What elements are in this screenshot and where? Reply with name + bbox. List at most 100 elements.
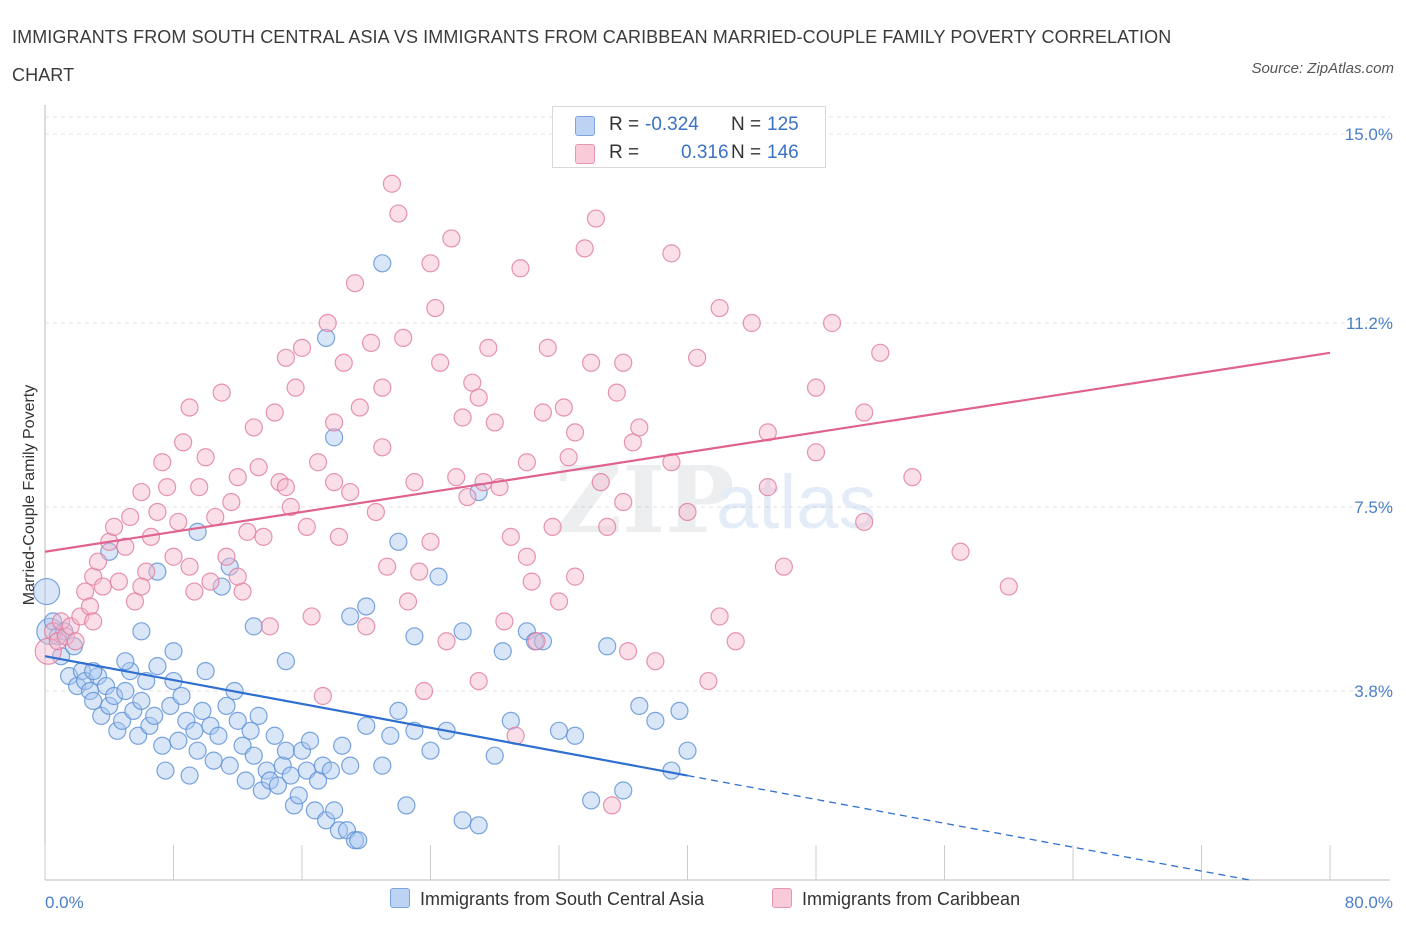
data-point-pink-118 — [710, 298, 729, 318]
chart-title: IMMIGRANTS FROM SOUTH CENTRAL ASIA VS IM… — [12, 27, 1172, 85]
grid-lines — [45, 116, 1390, 692]
data-point-pink-64 — [373, 378, 392, 397]
data-point-pink-115 — [678, 502, 697, 522]
data-point-blue-33 — [169, 731, 188, 750]
data-point-pink-12 — [93, 577, 112, 596]
data-point-blue-104 — [316, 328, 336, 348]
data-point-blue-93 — [549, 721, 569, 740]
data-point-pink-15 — [109, 572, 128, 591]
data-point-pink-104 — [586, 209, 606, 228]
data-point-pink-70 — [405, 473, 424, 492]
data-point-blue-40 — [196, 662, 215, 681]
data-point-blue-43 — [209, 726, 228, 745]
data-point-pink-141 — [758, 478, 777, 497]
data-point-blue-53 — [249, 706, 268, 725]
data-point-pink-124 — [822, 313, 842, 333]
data-point-blue-79 — [357, 716, 376, 735]
data-point-blue-51 — [241, 721, 260, 740]
data-point-blue-96 — [614, 781, 633, 800]
data-point-blue-39 — [193, 701, 212, 721]
data-point-pink-63 — [366, 502, 385, 522]
data-point-blue-34 — [172, 686, 191, 706]
legend-n-label: N = — [731, 114, 762, 135]
data-point-pink-22 — [148, 502, 167, 522]
data-point-pink-53 — [313, 686, 332, 706]
y-tick-label-1: 7.5% — [1354, 498, 1393, 517]
data-point-blue-119 — [533, 632, 553, 651]
data-point-pink-35 — [217, 547, 236, 566]
data-point-pink-47 — [281, 497, 300, 517]
data-point-blue-87 — [453, 811, 472, 830]
data-point-blue-29 — [153, 736, 172, 755]
data-point-pink-114 — [662, 244, 681, 263]
data-point-blue-24 — [132, 691, 151, 711]
data-point-pink-95 — [538, 338, 557, 357]
data-point-blue-82 — [389, 701, 408, 721]
svg-text:ZIP: ZIP — [555, 446, 734, 554]
data-point-pink-78 — [447, 468, 466, 487]
data-point-pink-128 — [132, 577, 151, 596]
data-point-pink-136 — [517, 453, 536, 472]
data-point-blue-37 — [185, 721, 204, 740]
data-point-blue-117 — [453, 622, 472, 641]
data-point-pink-60 — [350, 398, 369, 417]
data-point-pink-125 — [855, 403, 874, 422]
data-point-pink-144 — [903, 468, 922, 487]
data-point-pink-105 — [591, 473, 610, 492]
data-point-pink-85 — [485, 413, 504, 432]
data-point-pink-82 — [469, 671, 488, 691]
data-point-blue-38 — [188, 741, 207, 760]
data-point-pink-75 — [431, 353, 450, 372]
data-point-blue-44 — [212, 577, 231, 596]
data-point-pink-100 — [565, 423, 585, 442]
data-point-pink-17 — [121, 507, 140, 527]
data-point-pink-72 — [414, 681, 434, 701]
data-point-blue-106 — [373, 254, 392, 273]
data-point-pink-14 — [104, 517, 124, 536]
data-point-pink-97 — [549, 592, 569, 611]
data-point-blue-46 — [220, 756, 239, 775]
data-point-pink-11 — [88, 552, 108, 571]
trend-lines — [44, 351, 1331, 881]
data-point-blue-120 — [565, 726, 585, 745]
data-point-pink-116 — [688, 348, 707, 367]
data-point-blue-52 — [244, 746, 263, 765]
data-point-pink-91 — [517, 547, 536, 566]
data-point-blue-99 — [678, 741, 697, 760]
data-point-blue-16 — [100, 696, 119, 716]
data-point-blue-108 — [429, 567, 448, 586]
data-point-pink-24 — [157, 478, 177, 497]
data-point-pink-6 — [66, 632, 85, 651]
data-point-blue-30 — [156, 761, 175, 780]
data-point-blue-74 — [333, 736, 352, 755]
data-point-pink-79 — [453, 408, 472, 427]
data-point-pink-19 — [132, 482, 151, 502]
data-point-blue-102 — [188, 522, 207, 541]
legend-n-label: N = — [731, 142, 762, 163]
data-point-blue-110 — [132, 622, 151, 641]
data-point-blue-113 — [276, 652, 296, 671]
data-point-pink-123 — [806, 378, 826, 397]
data-point-pink-107 — [602, 796, 622, 815]
legend-n-value-blue: 125 — [767, 114, 799, 135]
data-point-pink-33 — [206, 507, 225, 527]
data-point-pink-132 — [325, 473, 344, 492]
data-point-blue-83 — [397, 796, 416, 815]
data-point-blue-18 — [108, 721, 127, 740]
series-south-central-asia — [33, 254, 697, 850]
data-point-blue-121 — [630, 696, 649, 716]
data-point-pink-146 — [999, 577, 1018, 596]
data-point-pink-34 — [212, 383, 231, 402]
data-point-pink-29 — [185, 582, 204, 601]
bottom-legend-swatch-blue — [390, 888, 410, 908]
data-point-pink-50 — [297, 517, 316, 536]
data-point-blue-107 — [389, 532, 408, 551]
data-point-pink-133 — [373, 438, 392, 457]
data-point-pink-23 — [153, 453, 172, 472]
data-point-pink-127 — [84, 612, 103, 631]
data-point-blue-26 — [140, 716, 159, 735]
legend-n-value-pink: 146 — [767, 142, 799, 163]
data-point-pink-98 — [554, 398, 573, 417]
data-point-pink-59 — [345, 274, 365, 293]
data-point-pink-142 — [806, 443, 826, 462]
